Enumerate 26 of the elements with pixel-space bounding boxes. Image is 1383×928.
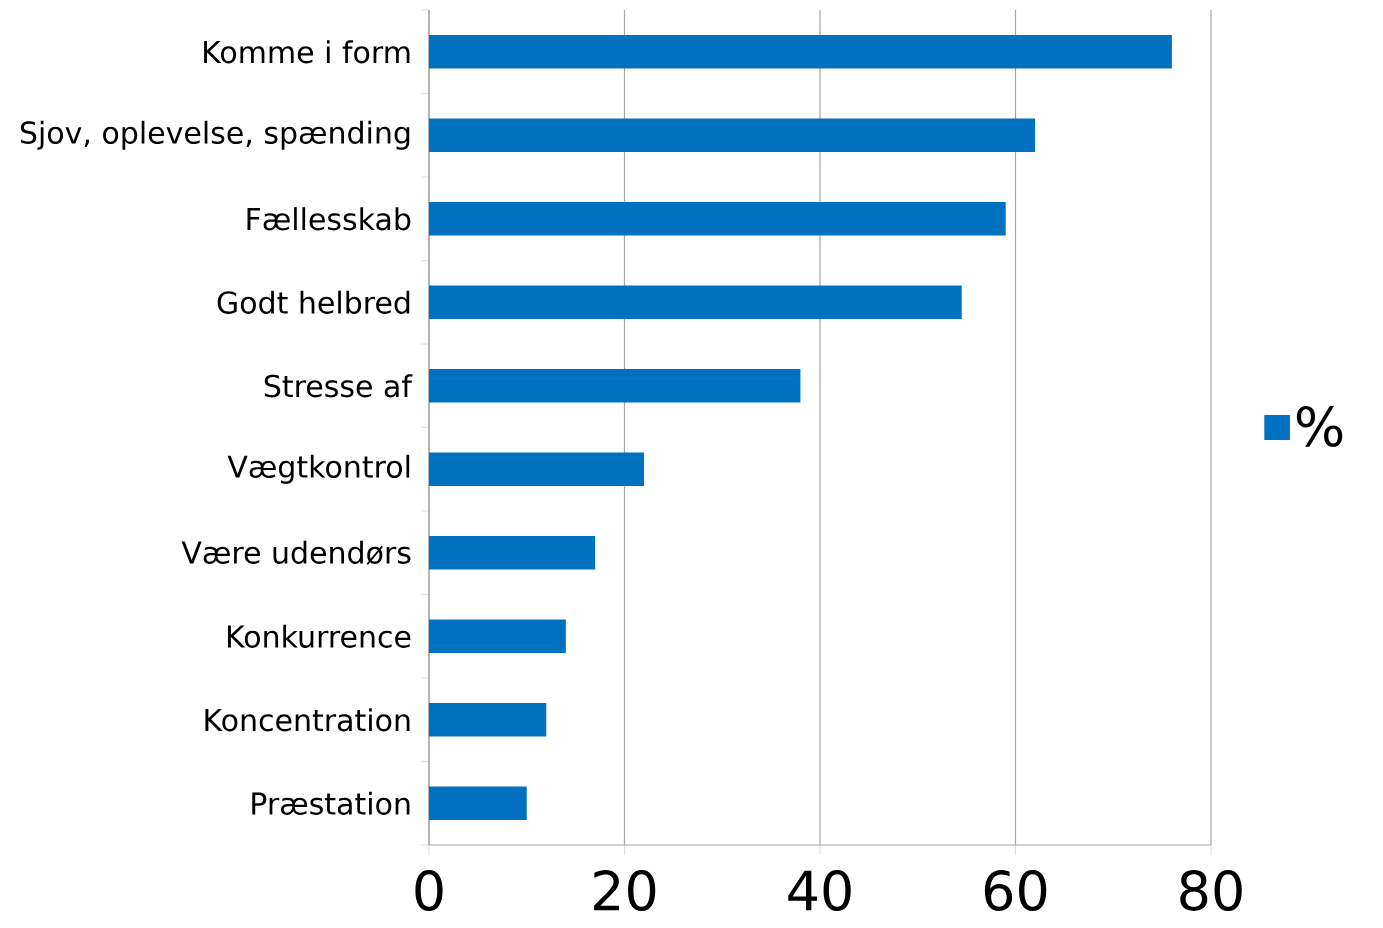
bar [429,786,527,820]
bar [429,35,1172,69]
y-tick-label: Fællesskab [247,207,411,231]
bar [429,369,801,403]
x-tick-label: 0 [415,870,443,911]
y-tick-label: Koncentration [205,708,410,732]
y-tick-label: Vægtkontrol [227,454,410,484]
bar [429,536,596,570]
y-tick-label: Stresse af [264,374,413,398]
bar [429,118,1036,152]
y-tick-label: Komme i form [204,40,410,64]
y-tick-label: Sjov, oplevelse, spænding [20,120,410,150]
y-tick-label: Konkurrence [227,624,411,648]
x-tick-label: 40 [788,870,851,911]
bar [429,202,1006,236]
x-tick-label: 20 [594,870,656,911]
x-tick-label: 60 [984,870,1047,911]
bar [429,619,566,653]
y-tick-label: Præstation [252,791,410,815]
y-tick-label: Være udendørs [181,540,411,565]
y-tick-label: Godt helbred [217,290,410,314]
bar [429,285,962,319]
legend-label: % [1296,405,1343,447]
bar [429,452,645,486]
bar [429,703,547,737]
x-tick-label: 80 [1180,870,1242,911]
